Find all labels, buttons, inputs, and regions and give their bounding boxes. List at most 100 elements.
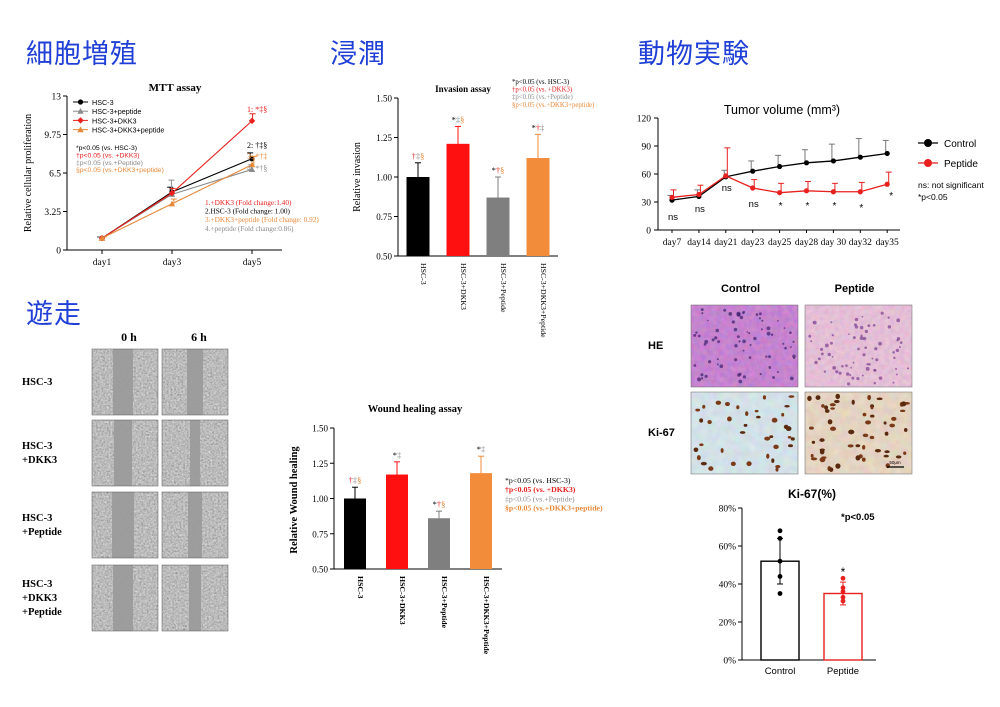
data-point — [830, 158, 837, 164]
significance-symbol: * — [492, 165, 496, 175]
stained-nucleus — [874, 448, 882, 453]
cell-nucleus — [854, 317, 859, 322]
cell-nucleus — [852, 336, 856, 340]
cell-nucleus — [770, 333, 774, 336]
y-tick-label: 9.75 — [44, 131, 61, 141]
significance-symbol: † — [412, 151, 416, 161]
stained-nucleus — [870, 406, 874, 410]
row-label: HSC-3 — [22, 377, 52, 388]
fold-change-label: 3.+DKK3+peptide (Fold change: 0.92) — [205, 215, 319, 224]
significance-label: †p<0.05 (vs. +DKK3) — [512, 87, 572, 94]
stained-nucleus — [785, 426, 792, 432]
y-tick-label: 0.50 — [312, 565, 328, 575]
stained-nucleus — [821, 404, 825, 408]
significance-symbol: ‡ — [416, 151, 420, 161]
cell-nucleus — [733, 327, 738, 332]
cell-nucleus — [859, 336, 864, 341]
cell-nucleus — [707, 319, 709, 322]
cell-nucleus — [789, 331, 792, 335]
heading-migration: 遊走 — [26, 299, 82, 330]
cell-nucleus — [707, 360, 712, 364]
stained-nucleus — [773, 444, 779, 450]
significance-symbol: * — [477, 444, 481, 454]
cell-nucleus — [852, 361, 855, 364]
data-point — [77, 99, 84, 105]
cell-nucleus — [758, 317, 762, 320]
stained-nucleus — [810, 453, 814, 458]
histology-texture — [691, 305, 798, 387]
y-tick-label: 0 — [56, 247, 61, 257]
stained-nucleus — [790, 437, 795, 441]
fold-change-label: 1.+DKK3 (Fold change:1.40) — [205, 198, 292, 207]
cell-nucleus — [777, 319, 779, 322]
cell-nucleus — [734, 344, 738, 348]
significance-annotation: * — [859, 203, 863, 214]
stained-nucleus — [739, 431, 746, 434]
data-point — [249, 156, 255, 162]
stained-nucleus — [775, 465, 781, 469]
column-label: 0 h — [121, 330, 137, 344]
row-label: Ki-67 — [648, 427, 675, 439]
cell-nucleus — [853, 323, 857, 327]
stained-nucleus — [811, 440, 816, 444]
cell-nucleus — [845, 364, 848, 367]
data-point — [777, 190, 783, 196]
cell-nucleus — [896, 338, 899, 342]
cell-nucleus — [723, 308, 727, 312]
cell-nucleus — [766, 326, 771, 331]
stained-nucleus — [787, 436, 792, 439]
stained-nucleus — [810, 457, 818, 461]
cell-nucleus — [736, 335, 740, 339]
x-tick-label: day14 — [687, 238, 710, 248]
cell-nucleus — [711, 338, 715, 342]
fold-change-label: 2.HSC-3 (Fold change: 1.00) — [205, 207, 290, 216]
image-border — [161, 491, 229, 559]
significance-symbol: * — [433, 499, 437, 509]
cell-nucleus — [871, 357, 874, 360]
stained-nucleus — [720, 448, 724, 453]
data-point — [777, 591, 783, 596]
data-point — [777, 558, 783, 564]
category-label: HSC-3+DKK3 — [459, 263, 468, 310]
cell-nucleus — [715, 328, 720, 333]
stained-nucleus — [769, 435, 774, 439]
legend-label: HSC-3+peptide — [92, 107, 141, 116]
cell-nucleus — [697, 334, 701, 338]
cell-nucleus — [845, 372, 850, 376]
data-point — [248, 166, 256, 173]
stained-nucleus — [730, 461, 736, 467]
cell-nucleus — [864, 346, 868, 350]
category-label: HSC-3+DKK3 — [398, 576, 407, 625]
x-tick-label: day3 — [163, 258, 182, 268]
cell-nucleus — [742, 311, 745, 315]
significance-symbol: § — [357, 475, 361, 485]
cell-nucleus — [746, 331, 749, 333]
wound-gap — [189, 565, 201, 631]
cell-nucleus — [814, 360, 818, 365]
migration-image-grid: 0 h 6 h HSC-3 HSC-3 +DKK3 HSC-3 +Peptide HSC-3 +… — [22, 330, 229, 632]
significance-annotation: ns — [749, 199, 759, 210]
data-point — [168, 200, 176, 207]
cell-nucleus — [808, 334, 812, 338]
wound-gap — [112, 492, 134, 558]
significance-label: †p<0.05 (vs. +DKK3) — [505, 485, 576, 494]
data-point — [840, 575, 846, 581]
cell-nucleus — [700, 308, 704, 312]
stained-nucleus — [700, 461, 707, 466]
cell-nucleus — [823, 370, 827, 373]
category-label: HSC-3+Peptide — [499, 263, 508, 313]
stained-nucleus — [788, 395, 795, 398]
cell-nucleus — [728, 312, 733, 316]
data-point — [803, 160, 810, 166]
y-axis-label: Relative Wound healing — [289, 446, 300, 554]
cell-nucleus — [896, 318, 901, 323]
stained-nucleus — [891, 416, 897, 421]
x-tick-label: day7 — [663, 238, 682, 248]
cell-nucleus — [703, 343, 707, 346]
chart-title: Ki-67(%) — [788, 487, 836, 501]
significance-symbol: † — [349, 475, 353, 485]
cell-nucleus — [868, 363, 871, 366]
cell-nucleus — [838, 371, 842, 375]
image-border — [91, 491, 159, 559]
cell-nucleus — [719, 364, 724, 369]
